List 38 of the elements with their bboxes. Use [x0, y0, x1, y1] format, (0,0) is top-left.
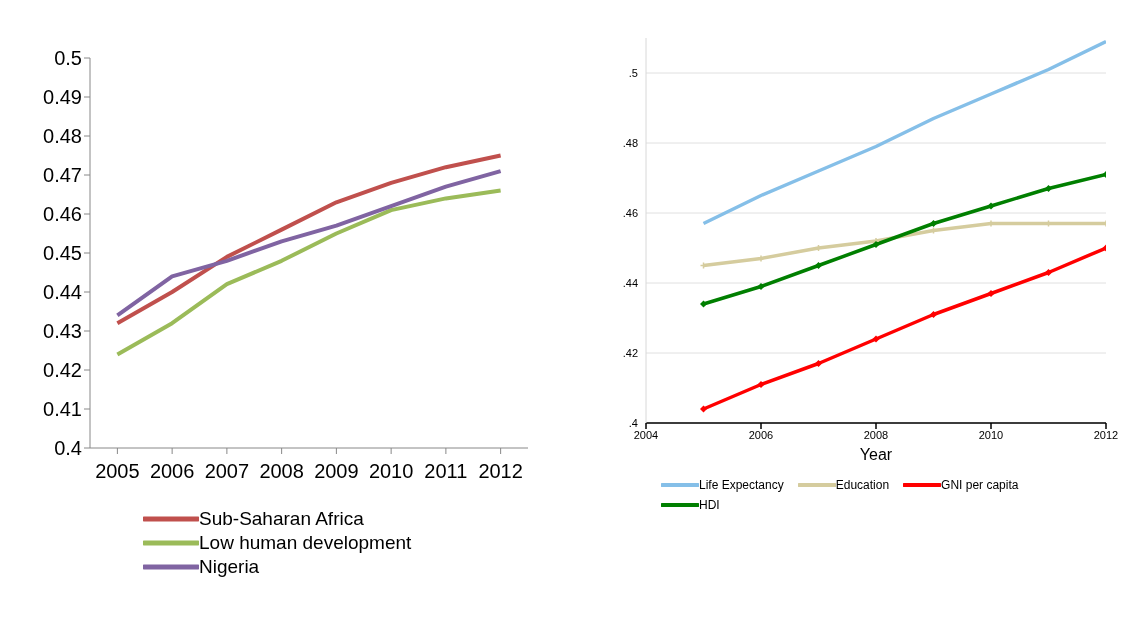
legend-label: Nigeria: [199, 556, 260, 578]
x-tick-label: 2008: [259, 460, 304, 483]
y-tick-label: 0.44: [43, 281, 82, 304]
y-tick-label: 0.41: [43, 398, 82, 421]
y-tick-label: .4: [628, 416, 638, 429]
y-tick-label: .46: [622, 206, 638, 219]
x-tick-label: 2009: [314, 460, 359, 483]
y-tick-label: .5: [628, 66, 638, 79]
x-tick-label: 2006: [748, 428, 774, 441]
y-tick-label: 0.47: [43, 164, 82, 187]
x-tick-label: 2004: [633, 428, 659, 441]
y-tick-label: .48: [622, 136, 638, 149]
legend-label: HDI: [699, 498, 720, 512]
x-axis-title: Year: [859, 446, 893, 463]
y-tick-label: .44: [622, 276, 638, 289]
y-tick-label: 0.4: [54, 437, 82, 460]
x-tick-label: 2010: [368, 460, 414, 483]
x-tick-label: 2008: [863, 428, 889, 441]
x-tick-label: 2005: [95, 460, 140, 483]
y-tick-label: 0.45: [43, 242, 82, 265]
y-tick-label: 0.49: [43, 86, 82, 109]
y-tick-label: 0.5: [54, 47, 82, 70]
legend-label: GNI per capita: [941, 478, 1019, 492]
x-tick-label: 2010: [978, 428, 1004, 441]
y-tick-label: .42: [622, 346, 638, 359]
legend-label: Education: [835, 478, 890, 492]
y-tick-label: 0.42: [43, 359, 82, 382]
x-tick-label: 2007: [204, 460, 250, 483]
legend-label: Sub-Saharan Africa: [199, 508, 364, 530]
x-tick-label: 2012: [478, 460, 523, 483]
x-tick-label: 2012: [1093, 428, 1119, 441]
y-tick-label: 0.48: [43, 125, 82, 148]
y-tick-label: 0.46: [43, 203, 82, 226]
x-tick-label: 2011: [424, 460, 468, 483]
legend-label: Life Expectancy: [699, 478, 784, 492]
x-tick-label: 2006: [149, 460, 195, 483]
legend-label: Low human development: [199, 532, 412, 554]
y-tick-label: 0.43: [43, 320, 82, 343]
